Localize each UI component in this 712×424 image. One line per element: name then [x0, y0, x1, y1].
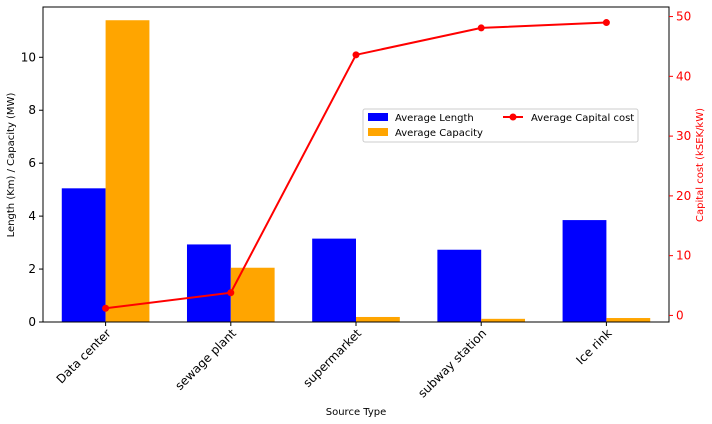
legend-label-average-capital-cost: Average Capital cost — [531, 113, 634, 124]
x-tick-label-subway-station: subway station — [415, 326, 489, 400]
y2-tick-label: 0 — [676, 308, 684, 322]
point-average-capital-cost-data-center — [102, 304, 110, 312]
x-axis-label: Source Type — [326, 407, 387, 418]
legend-frame — [362, 108, 639, 143]
y-tick-label: 6 — [28, 156, 36, 170]
legend-marker-capital-cost — [509, 113, 517, 121]
legend-swatch-average-length — [368, 113, 388, 121]
bar-average-length-subway-station — [437, 249, 482, 322]
bar-average-capacity-subway-station — [481, 318, 526, 322]
point-average-capital-cost-supermarket — [352, 51, 360, 59]
x-axis-ticks: Data center sewage plant supermarket subway… — [54, 322, 615, 400]
point-average-capital-cost-ice-rink — [602, 19, 610, 27]
point-average-capital-cost-sewage-plant — [227, 289, 235, 297]
x-tick-label-data-center: Data center — [54, 326, 114, 386]
bar-average-length-supermarket — [312, 238, 356, 322]
bar-average-length-data-center — [61, 188, 106, 322]
y-tick-label: 4 — [28, 209, 36, 223]
bar-average-capacity-data-center — [105, 20, 150, 323]
right-axis-ticks: 0 10 20 30 40 50 — [669, 10, 691, 322]
bar-average-capacity-supermarket — [356, 316, 400, 322]
y2-axis-label: Capital cost (kSEK/kW) — [695, 108, 706, 222]
point-average-capital-cost-subway-station — [477, 24, 485, 32]
legend-label-average-length: Average Length — [395, 113, 474, 124]
y2-tick-label: 10 — [676, 249, 691, 263]
y-axis-label: Length (Km) / Capacity (MW) — [6, 93, 17, 238]
y2-tick-label: 30 — [676, 129, 691, 143]
left-axis-ticks: 0 2 4 6 8 10 — [21, 50, 43, 329]
line-layer — [102, 19, 610, 312]
x-tick-label-ice-rink: Ice rink — [573, 326, 614, 367]
legend-swatch-average-capacity — [368, 128, 388, 136]
y2-tick-label: 50 — [676, 10, 691, 24]
y2-tick-label: 20 — [676, 189, 691, 203]
y-tick-label: 2 — [28, 262, 36, 276]
bar-average-length-ice-rink — [562, 220, 607, 322]
y-tick-label: 0 — [28, 315, 36, 329]
bar-layer — [61, 20, 651, 323]
legend: Average Length Average Capacity Average … — [362, 108, 639, 143]
x-tick-label-sewage-plant: sewage plant — [172, 326, 239, 393]
bar-average-capacity-sewage-plant — [230, 267, 275, 322]
legend-label-average-capacity: Average Capacity — [395, 128, 483, 139]
bar-average-length-sewage-plant — [186, 244, 231, 322]
x-tick-label-supermarket: supermarket — [300, 326, 364, 390]
y-tick-label: 10 — [21, 50, 36, 64]
y-tick-label: 8 — [28, 103, 36, 117]
y2-tick-label: 40 — [676, 69, 691, 83]
bar-average-capacity-ice-rink — [606, 318, 651, 322]
